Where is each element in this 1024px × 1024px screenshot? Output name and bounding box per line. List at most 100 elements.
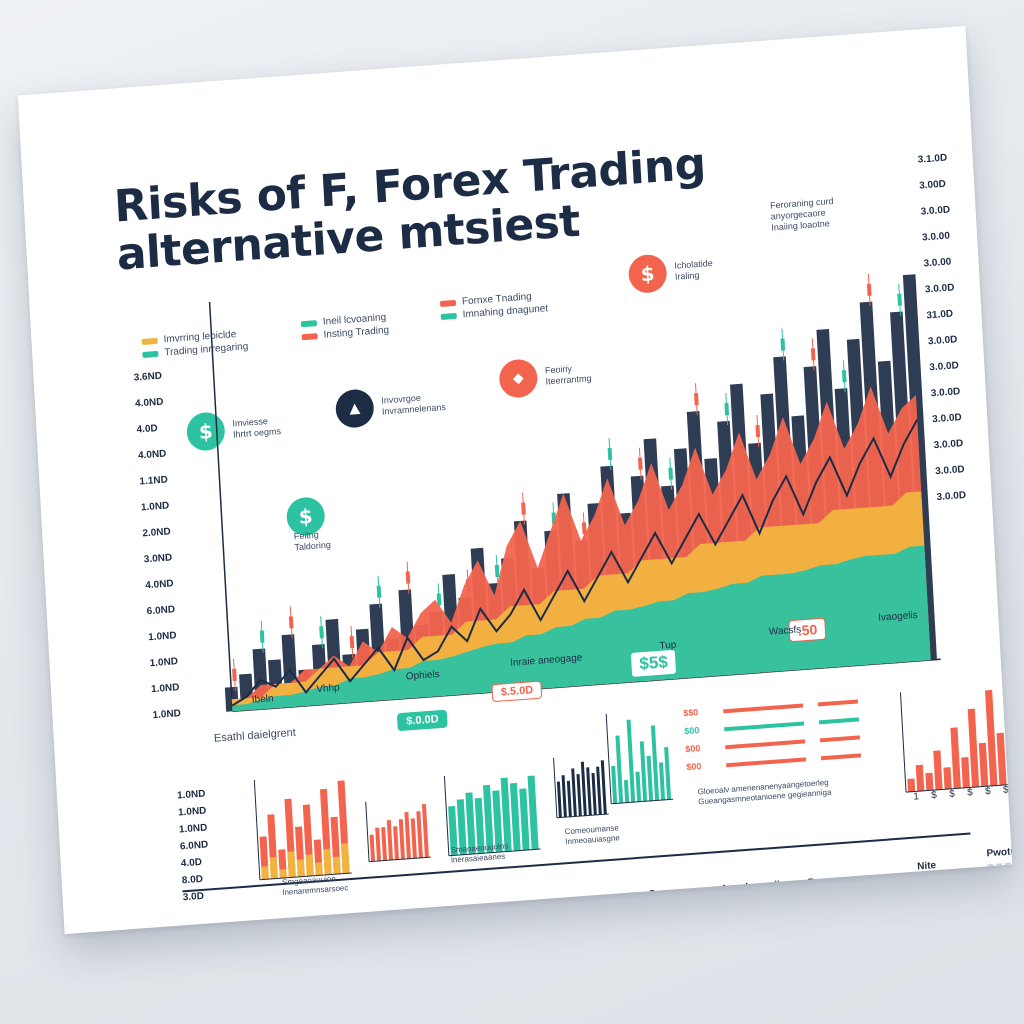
axis-line — [556, 813, 609, 819]
y-tick-label: 3.1.0D — [917, 152, 948, 166]
y-tick-label: 3.0.0D — [933, 438, 964, 452]
y-tick-label: 6.0ND — [179, 839, 209, 853]
bar — [943, 767, 952, 790]
y-tick-label: 3.0.00 — [923, 256, 952, 270]
bar — [500, 777, 512, 852]
caption: Smaoaeouuolns lnerasaieaanes — [450, 841, 509, 865]
y-tick-label: 3.0.0D — [927, 334, 958, 348]
candle-body — [668, 467, 674, 480]
bar — [586, 767, 592, 816]
y-axis-line — [208, 301, 234, 712]
axis-line — [253, 779, 261, 880]
bar — [456, 799, 467, 855]
candle-body — [405, 571, 411, 584]
footer-label: Oshy — [538, 903, 565, 917]
y-tick-label: 1.1ND — [139, 474, 169, 488]
row-label: $$0 — [683, 707, 699, 719]
candle-body — [780, 338, 786, 351]
captions — [18, 26, 966, 96]
bar — [967, 708, 980, 788]
bar — [404, 811, 411, 859]
y-tick-label: 1.0ND — [178, 822, 208, 836]
axis-line — [448, 848, 541, 857]
y-tick-label: 4.0ND — [137, 448, 167, 462]
footer-placeholder-text — [987, 859, 1013, 869]
area-series — [232, 545, 931, 712]
y-tick-label: 4.0ND — [134, 396, 164, 410]
bar — [269, 856, 278, 879]
bar — [591, 772, 597, 816]
y-tick-label: 6.0ND — [146, 604, 176, 618]
main-chart — [208, 273, 941, 713]
bar — [386, 819, 394, 861]
y-tick-label: 3.0.0D — [930, 386, 961, 400]
bar — [566, 780, 572, 817]
bar — [596, 766, 602, 815]
candle-body — [694, 393, 699, 406]
bar — [978, 742, 989, 787]
y-tick-label: 4.0D — [180, 856, 203, 870]
value-tag: $.0.0D — [396, 709, 449, 732]
row-label: $00 — [685, 743, 701, 755]
bar — [996, 732, 1007, 786]
bar — [509, 782, 521, 852]
bar — [650, 725, 660, 801]
y-tick-label: 1.0ND — [150, 682, 180, 696]
bar — [925, 772, 934, 791]
bar — [576, 774, 582, 817]
caption: Smgeaoauuion lnenaremnsarsoec — [281, 874, 349, 898]
x-tick-label: $ — [948, 788, 956, 800]
bar — [296, 859, 305, 877]
left-y-axis — [18, 26, 966, 96]
candle-body — [349, 635, 355, 649]
bar — [639, 741, 648, 802]
right-y-axis — [18, 26, 966, 96]
y-tick-label: 3.0.0D — [936, 490, 967, 504]
bar — [393, 826, 400, 860]
y-tick-label: 3.0.00 — [921, 230, 951, 244]
y-tick-label: 3.0.0D — [929, 360, 960, 374]
bar — [448, 805, 458, 856]
bar — [933, 750, 943, 790]
axis-line — [605, 713, 612, 804]
bar — [961, 757, 971, 788]
bar — [615, 735, 624, 804]
x-tick-label: $ — [966, 787, 974, 799]
axis-line — [906, 783, 1013, 793]
bar — [664, 746, 672, 800]
bar — [950, 727, 961, 789]
bar — [341, 843, 350, 874]
footer-label: Capurenmmen Asooheeoaiing — Rus — [648, 876, 827, 901]
bar — [474, 797, 485, 854]
caption: Comeoumanse Inmeoauiasgne — [564, 823, 621, 847]
bar — [332, 856, 341, 875]
y-tick-label: 31.0D — [926, 308, 954, 322]
bar — [287, 851, 296, 878]
candle-body — [259, 630, 265, 643]
y-tick-label: 3.0.0D — [920, 204, 951, 218]
value-tag: $5$ — [629, 648, 678, 678]
bar — [984, 689, 998, 786]
footer-placeholder-text — [450, 931, 507, 935]
y-tick-label: 1.0ND — [176, 788, 206, 802]
y-tick-label: 3.0ND — [143, 552, 173, 566]
candle-body — [232, 668, 237, 682]
axis-line — [611, 798, 674, 805]
x-tick-label: Tup — [659, 639, 677, 652]
y-tick-label: 1.0ND — [152, 708, 182, 722]
y-tick-label: 4.0D — [136, 423, 159, 436]
footer-placeholder-text — [648, 895, 789, 910]
row-label: $00 — [686, 761, 702, 773]
y-tick-label: 3.0.0D — [934, 464, 965, 478]
candle-body — [376, 585, 382, 598]
candle-body — [607, 447, 613, 461]
bar — [398, 819, 405, 860]
footer-label: Lecopn — [350, 933, 386, 935]
footer-label: Foxhs — [449, 917, 480, 931]
candle-body — [581, 522, 587, 535]
bar — [323, 848, 332, 875]
axis-line — [365, 801, 370, 862]
trend-line — [231, 419, 919, 707]
legend-swatch — [141, 337, 158, 345]
bar — [659, 762, 666, 801]
